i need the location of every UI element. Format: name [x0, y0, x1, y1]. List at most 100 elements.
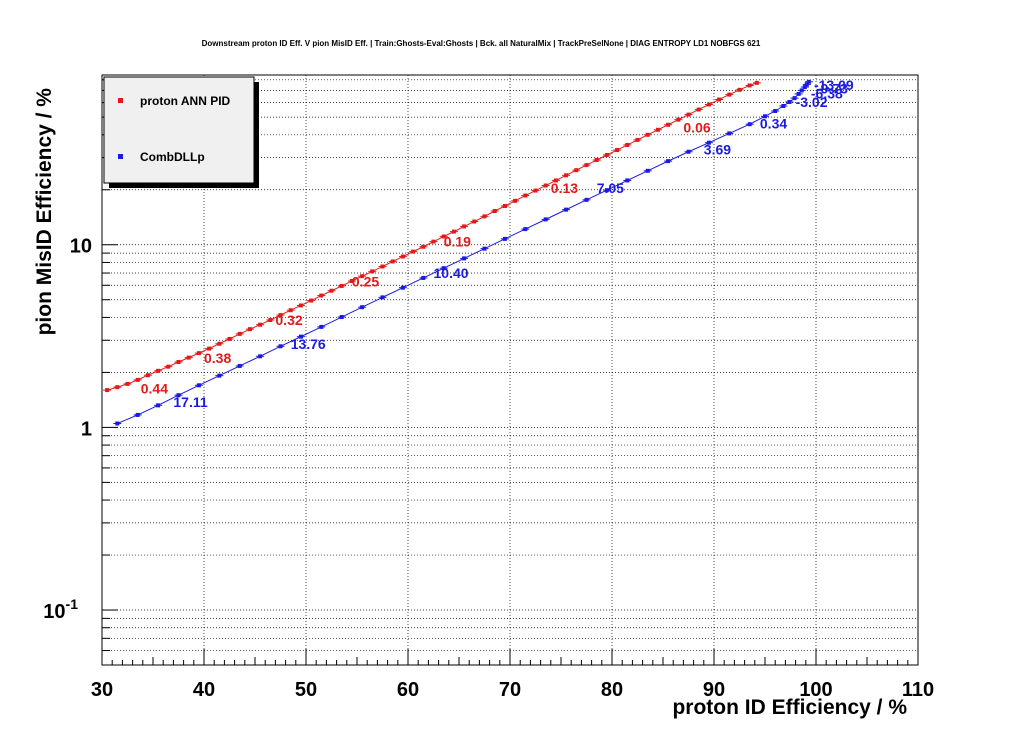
data-point: [584, 197, 589, 202]
data-point: [717, 97, 722, 102]
data-point: [227, 336, 232, 341]
data-point: [706, 102, 711, 107]
data-point: [792, 96, 797, 101]
x-tick-label: 60: [397, 679, 419, 701]
point-label: -6.38: [811, 85, 843, 101]
data-point: [533, 188, 538, 193]
data-point: [584, 163, 589, 168]
data-point: [625, 142, 630, 147]
data-point: [706, 140, 711, 145]
chart-title: Downstream proton ID Eff. V pion MisID E…: [202, 39, 761, 48]
data-point: [806, 79, 811, 84]
data-point: [176, 360, 181, 365]
data-point: [747, 83, 752, 88]
data-point: [482, 214, 487, 219]
data-point: [462, 256, 467, 261]
data-point: [763, 114, 767, 119]
data-point: [217, 373, 222, 378]
annotation-layer: 0.44 0.38 0.32 0.25 0.19 0.13 0.06 17.11 13.76 10…: [141, 77, 854, 410]
point-label: 3.69: [704, 141, 731, 157]
data-point: [686, 149, 691, 154]
point-label: 0.34: [760, 116, 787, 132]
point-label: 0.44: [141, 381, 168, 397]
data-point: [258, 354, 263, 359]
data-point: [553, 178, 558, 183]
data-point: [804, 82, 809, 87]
legend-marker-proton-ann-pid: [118, 98, 123, 103]
data-point: [390, 259, 395, 264]
point-label: 0.19: [444, 234, 471, 250]
data-point: [380, 295, 385, 300]
data-point: [564, 207, 569, 212]
data-point: [754, 80, 759, 85]
legend-marker-combdllp: [118, 154, 123, 159]
data-point: [400, 254, 405, 259]
data-point: [421, 244, 426, 249]
data-point: [105, 388, 110, 393]
data-point: [115, 385, 120, 390]
data-point: [441, 234, 446, 239]
x-tick-label: 90: [703, 679, 725, 701]
data-point: [135, 412, 140, 417]
data-point: [298, 334, 303, 339]
data-point: [737, 87, 742, 92]
data-point: [727, 92, 732, 97]
data-point: [655, 127, 660, 132]
data-point: [411, 249, 416, 254]
data-point: [339, 315, 344, 320]
data-point: [125, 381, 130, 386]
point-label: 0.06: [683, 120, 710, 136]
data-point: [441, 266, 446, 271]
x-tick-label: 70: [499, 679, 521, 701]
data-point: [625, 178, 630, 183]
data-point: [696, 107, 701, 112]
point-label: 17.11: [173, 394, 207, 410]
data-point: [309, 298, 314, 303]
data-point: [278, 313, 283, 318]
data-point: [472, 219, 477, 224]
data-point: [329, 288, 334, 293]
data-point: [482, 246, 487, 251]
y-tick-label: 10-1: [43, 596, 78, 623]
data-point: [513, 198, 518, 203]
data-point: [462, 224, 467, 229]
data-point: [799, 88, 804, 93]
data-point: [196, 351, 201, 356]
data-point: [370, 269, 375, 274]
point-label: 7.05: [597, 180, 624, 196]
data-point: [502, 203, 507, 208]
data-point: [773, 108, 778, 113]
x-tick-label: 30: [91, 679, 113, 701]
point-label: 0.25: [352, 273, 379, 289]
point-label: -9.73: [816, 81, 848, 97]
data-point: [237, 363, 242, 368]
data-point: [564, 173, 569, 178]
legend: proton ANN PID CombDLLp: [103, 76, 259, 188]
data-point: [196, 383, 201, 388]
data-point: [176, 393, 181, 398]
x-tick-label: 100: [799, 679, 832, 701]
data-point: [574, 168, 579, 173]
data-point: [604, 188, 609, 193]
data-point: [278, 344, 283, 349]
data-point: [400, 285, 405, 290]
legend-label-proton-ann-pid: proton ANN PID: [140, 94, 231, 108]
data-point: [796, 91, 801, 96]
data-point: [339, 283, 344, 288]
data-point: [237, 331, 242, 336]
data-point: [166, 364, 171, 369]
data-point: [268, 318, 273, 323]
data-point: [543, 183, 548, 188]
data-point: [319, 324, 324, 329]
data-point: [247, 327, 252, 332]
y-axis-title: pion MisID Efficiency / %: [33, 88, 56, 336]
x-tick-label: 40: [193, 679, 215, 701]
data-point: [298, 303, 303, 308]
data-point: [431, 239, 436, 244]
data-point: [686, 112, 691, 117]
data-point: [502, 236, 507, 241]
data-point: [781, 104, 786, 109]
data-point: [635, 137, 640, 142]
point-label: 0.13: [551, 180, 578, 196]
